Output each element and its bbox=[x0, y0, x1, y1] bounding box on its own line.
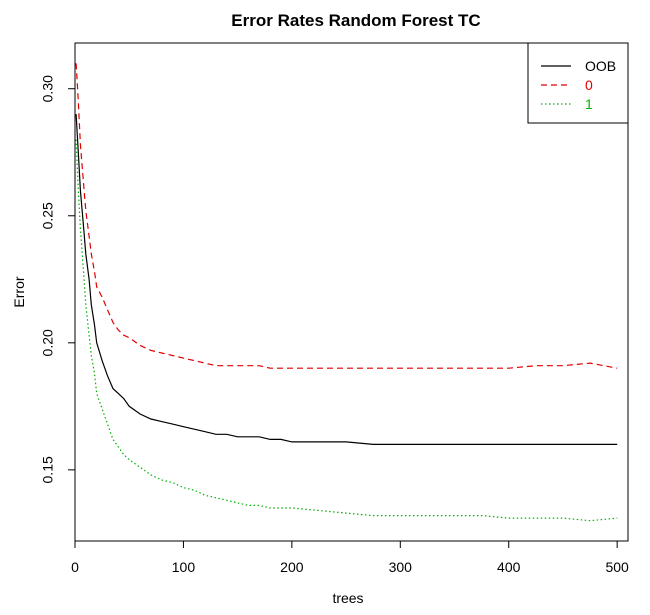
x-axis-label: trees bbox=[332, 590, 363, 606]
series-line-oob bbox=[75, 114, 618, 445]
legend: OOB 0 1 bbox=[527, 42, 629, 124]
y-tick-label: 0.25 bbox=[40, 202, 56, 229]
x-axis: 0 100 200 300 400 500 bbox=[71, 540, 629, 575]
x-tick-label: 400 bbox=[497, 559, 521, 575]
legend-label: OOB bbox=[585, 58, 616, 74]
y-tick-label: 0.30 bbox=[40, 75, 56, 102]
legend-label: 0 bbox=[585, 77, 593, 93]
x-tick-label: 300 bbox=[389, 559, 413, 575]
x-tick-label: 100 bbox=[172, 559, 196, 575]
y-tick-label: 0.20 bbox=[40, 329, 56, 356]
x-tick-label: 500 bbox=[605, 559, 629, 575]
y-axis: 0.15 0.20 0.25 0.30 bbox=[40, 75, 76, 483]
x-tick-label: 0 bbox=[71, 559, 79, 575]
x-tick-label: 200 bbox=[280, 559, 304, 575]
series-layer bbox=[75, 63, 618, 522]
series-line-class-1 bbox=[75, 139, 618, 522]
chart-title: Error Rates Random Forest TC bbox=[231, 11, 480, 30]
y-tick-label: 0.15 bbox=[40, 456, 56, 483]
y-axis-label: Error bbox=[11, 276, 27, 307]
legend-label: 1 bbox=[585, 96, 593, 112]
legend-box bbox=[527, 42, 629, 124]
series-line-class-0 bbox=[75, 63, 618, 369]
